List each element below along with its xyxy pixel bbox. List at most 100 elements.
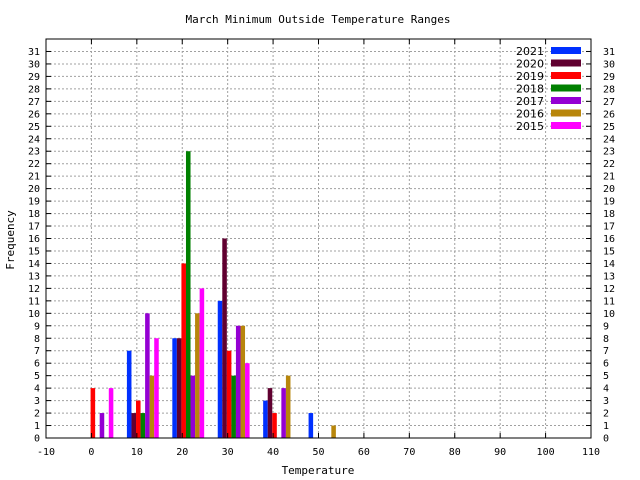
legend-label-2016: 2016 (516, 108, 544, 121)
y-tick-label: 20 (28, 184, 40, 195)
bar-2017-20 (190, 375, 196, 438)
y-tick-label: 1 (34, 421, 40, 432)
y-tick-label: 31 (28, 47, 40, 58)
y-tick-label-right: 29 (603, 72, 615, 83)
y-tick-label: 16 (28, 234, 40, 245)
bar-2021-30 (217, 300, 223, 438)
bar-2016-30 (240, 325, 246, 438)
x-tick-label: 100 (537, 447, 555, 458)
x-tick-label: 40 (267, 447, 279, 458)
bar-2019-10 (136, 400, 141, 438)
bar-2015-10 (154, 338, 159, 438)
x-tick-label: 30 (222, 447, 234, 458)
legend-label-2019: 2019 (516, 70, 544, 83)
bar-2016-40 (285, 375, 291, 438)
y-tick-label-right: 2 (603, 409, 609, 420)
y-tick-label: 8 (34, 334, 40, 345)
y-tick-label: 19 (28, 197, 40, 208)
y-tick-label: 10 (28, 309, 40, 320)
y-tick-label: 24 (28, 134, 40, 145)
y-tick-label-right: 3 (603, 396, 609, 407)
y-tick-label-right: 17 (603, 222, 615, 233)
y-tick-label-right: 1 (603, 421, 609, 432)
bar-2015-0 (108, 388, 114, 438)
legend-swatch-2018 (551, 84, 581, 92)
y-tick-label-right: 7 (603, 346, 609, 357)
bar-2020-10 (131, 413, 137, 438)
y-tick-label: 7 (34, 346, 40, 357)
x-tick-label: 0 (88, 447, 94, 458)
y-tick-label-right: 0 (603, 434, 609, 445)
bar-2017-10 (145, 313, 150, 438)
bar-2016-20 (195, 313, 200, 438)
y-tick-label-right: 18 (603, 209, 615, 220)
y-tick-label: 23 (28, 147, 40, 158)
chart-title: March Minimum Outside Temperature Ranges (186, 13, 451, 26)
y-tick-label-right: 15 (603, 246, 615, 257)
y-tick-label: 15 (28, 246, 40, 257)
y-tick-label: 5 (34, 371, 40, 382)
y-axis-label: Frequency (4, 210, 17, 270)
x-tick-label: 90 (494, 447, 506, 458)
bar-2017-0 (99, 413, 105, 438)
y-tick-label: 28 (28, 84, 40, 95)
bar-2021-20 (172, 338, 177, 438)
x-tick-label: 110 (582, 447, 600, 458)
y-tick-label-right: 9 (603, 321, 609, 332)
y-tick-label: 0 (34, 434, 40, 445)
y-tick-label: 2 (34, 409, 40, 420)
x-tick-label: 60 (358, 447, 370, 458)
legend-label-2018: 2018 (516, 83, 544, 96)
y-tick-label-right: 12 (603, 284, 615, 295)
legend-label-2020: 2020 (516, 58, 544, 71)
y-tick-label-right: 5 (603, 371, 609, 382)
y-tick-label: 29 (28, 72, 40, 83)
y-tick-label-right: 23 (603, 147, 615, 158)
bar-2015-20 (199, 288, 205, 438)
y-tick-label: 17 (28, 222, 40, 233)
y-tick-label-right: 24 (603, 134, 615, 145)
bar-2019-0 (90, 388, 96, 438)
bar-2015-30 (245, 363, 250, 438)
y-tick-label-right: 11 (603, 296, 615, 307)
legend-label-2017: 2017 (516, 95, 544, 108)
y-tick-label-right: 27 (603, 97, 615, 108)
y-tick-label-right: 8 (603, 334, 609, 345)
bar-2018-20 (185, 151, 191, 438)
y-tick-label: 14 (28, 259, 40, 270)
bar-2021-40 (263, 400, 268, 438)
bar-2021-10 (126, 350, 132, 438)
bar-2019-20 (181, 263, 186, 438)
legend-swatch-2015 (551, 122, 581, 129)
y-tick-label-right: 28 (603, 84, 615, 95)
y-tick-label: 30 (28, 59, 40, 70)
bar-2019-40 (272, 413, 277, 438)
x-axis-label: Temperature (282, 464, 355, 477)
y-tick-label-right: 13 (603, 271, 615, 282)
legend-swatch-2021 (551, 47, 581, 54)
bar-2020-20 (176, 338, 182, 438)
y-tick-label-right: 10 (603, 309, 615, 320)
legend-label-2015: 2015 (516, 120, 544, 133)
bar-2016-10 (149, 375, 155, 438)
bar-2021-50 (308, 413, 314, 438)
y-tick-label: 27 (28, 97, 40, 108)
y-tick-label: 13 (28, 271, 40, 282)
x-tick-label: 50 (312, 447, 324, 458)
y-tick-label: 26 (28, 109, 40, 120)
legend-swatch-2020 (551, 59, 581, 67)
y-tick-label-right: 31 (603, 47, 615, 58)
y-tick-label-right: 30 (603, 59, 615, 70)
y-tick-label-right: 16 (603, 234, 615, 245)
y-tick-label: 11 (28, 296, 40, 307)
y-tick-label: 4 (34, 384, 40, 395)
y-tick-label: 21 (28, 172, 40, 183)
bars-layer (90, 151, 336, 438)
bar-2019-30 (226, 350, 232, 438)
y-tick-label: 9 (34, 321, 40, 332)
legend-swatch-2016 (551, 109, 581, 117)
x-tick-label: -10 (37, 447, 55, 458)
